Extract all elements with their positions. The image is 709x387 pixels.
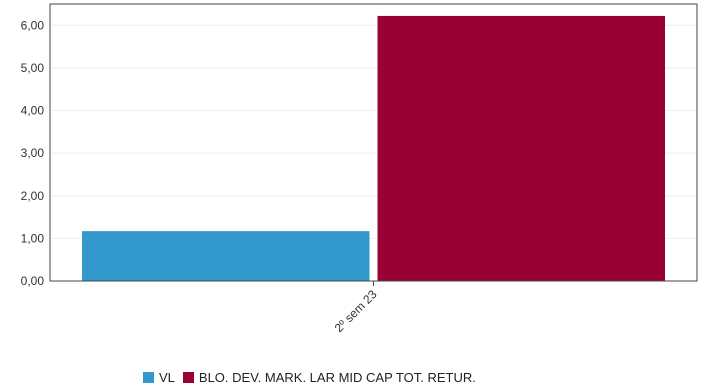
legend-label-benchmark: BLO. DEV. MARK. LAR MID CAP TOT. RETUR. [198, 369, 476, 385]
bar-vl [82, 231, 370, 281]
y-tick-label: 5,00 [21, 61, 45, 75]
y-tick-label: 2,00 [21, 189, 45, 203]
y-tick-label: 4,00 [21, 104, 45, 118]
bars [82, 15, 665, 281]
legend-label-vl: VL [159, 369, 175, 385]
bar-benchmark [377, 15, 665, 281]
legend-item-vl: VL [143, 370, 175, 385]
y-tick-label: 3,00 [21, 146, 45, 160]
y-tick-label: 0,00 [21, 274, 45, 288]
x-axis-ticks: 2º sem 23 [332, 281, 380, 335]
legend-swatch-vl [143, 371, 154, 383]
y-tick-label: 6,00 [21, 18, 45, 32]
x-tick-label: 2º sem 23 [332, 287, 380, 335]
y-axis-ticks: 0,00 1,00 2,00 3,00 4,00 5,00 6,00 [21, 18, 45, 288]
legend-item-benchmark: BLO. DEV. MARK. LAR MID CAP TOT. RETUR. [182, 369, 476, 385]
legend: VL BLO. DEV. MARK. LAR MID CAP TOT. RETU… [143, 368, 484, 386]
y-tick-label: 1,00 [21, 231, 45, 245]
legend-swatch-benchmark [182, 371, 194, 383]
